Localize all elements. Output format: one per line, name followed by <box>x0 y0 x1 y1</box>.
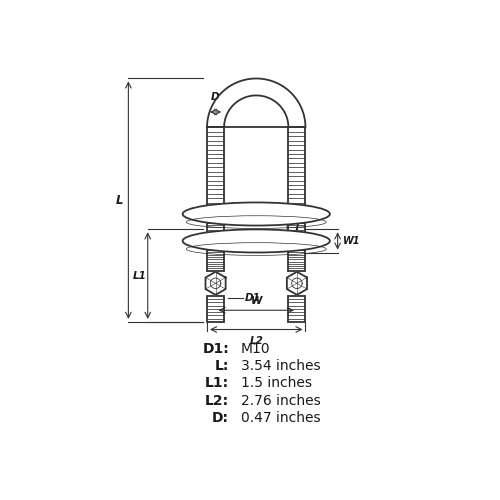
Text: D1:: D1: <box>202 342 229 356</box>
Bar <box>288 128 306 207</box>
Ellipse shape <box>182 202 330 226</box>
Text: M10: M10 <box>241 342 270 356</box>
Text: D:: D: <box>212 411 229 425</box>
Text: 3.54 inches: 3.54 inches <box>241 359 320 373</box>
Text: L2: L2 <box>250 336 263 346</box>
Text: 2.76 inches: 2.76 inches <box>241 394 320 407</box>
Text: D: D <box>211 92 220 102</box>
Bar <box>207 221 224 234</box>
Bar <box>207 296 224 322</box>
Text: 1.5 inches: 1.5 inches <box>241 376 312 390</box>
Bar <box>288 221 306 234</box>
Bar <box>288 296 306 322</box>
Polygon shape <box>287 272 307 295</box>
Text: L: L <box>116 194 124 206</box>
Text: L:: L: <box>215 359 229 373</box>
Text: L1:: L1: <box>205 376 229 390</box>
Polygon shape <box>206 272 226 295</box>
Text: W1: W1 <box>344 236 361 246</box>
Text: D1: D1 <box>244 294 260 304</box>
Text: T: T <box>293 222 300 232</box>
Text: L1: L1 <box>132 270 146 280</box>
Ellipse shape <box>182 230 330 252</box>
Bar <box>207 128 224 207</box>
Bar <box>207 248 224 270</box>
Text: W: W <box>250 296 262 306</box>
Bar <box>288 248 306 270</box>
Text: 0.47 inches: 0.47 inches <box>241 411 320 425</box>
Text: L2:: L2: <box>205 394 229 407</box>
